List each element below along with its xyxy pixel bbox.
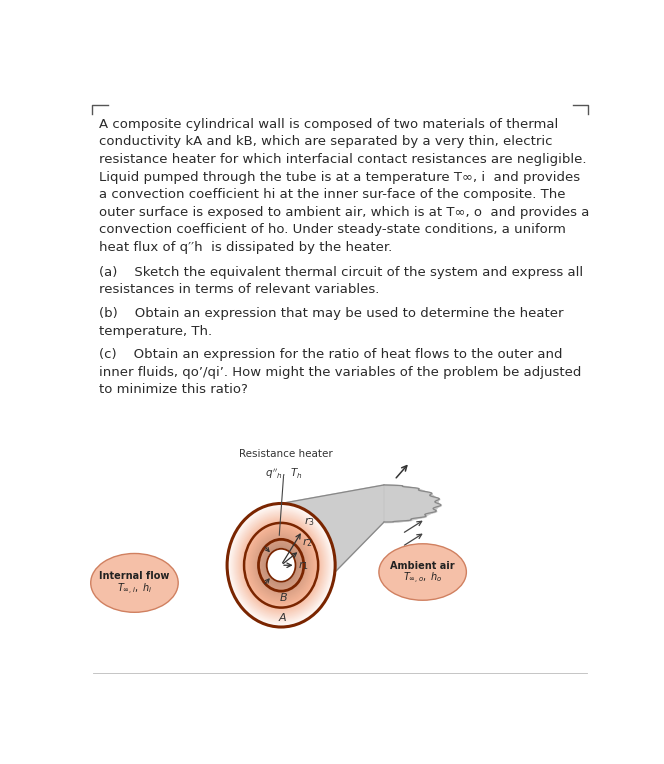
- Circle shape: [400, 550, 414, 566]
- Text: (b)    Obtain an expression that may be used to determine the heater: (b) Obtain an expression that may be use…: [100, 307, 564, 320]
- Circle shape: [235, 513, 327, 618]
- Ellipse shape: [91, 553, 178, 612]
- Circle shape: [432, 576, 444, 591]
- Ellipse shape: [379, 544, 466, 601]
- Circle shape: [246, 524, 317, 606]
- Circle shape: [113, 588, 125, 602]
- Text: a convection coefficient hi at the inner sur-face of the composite. The: a convection coefficient hi at the inner…: [100, 188, 566, 201]
- Text: $q''_h,\ T_h$: $q''_h,\ T_h$: [265, 467, 303, 481]
- Polygon shape: [281, 485, 438, 627]
- Circle shape: [234, 512, 328, 619]
- Ellipse shape: [383, 549, 462, 594]
- Text: $r_2$: $r_2$: [301, 536, 313, 549]
- Circle shape: [232, 510, 330, 621]
- Circle shape: [256, 536, 307, 594]
- Circle shape: [241, 520, 321, 610]
- Text: resistances in terms of relevant variables.: resistances in terms of relevant variabl…: [100, 283, 380, 296]
- Text: temperature, Th.: temperature, Th.: [100, 325, 212, 338]
- Circle shape: [248, 528, 314, 603]
- Circle shape: [401, 576, 414, 591]
- Circle shape: [417, 580, 428, 592]
- Circle shape: [243, 522, 319, 608]
- Text: Resistance heater: Resistance heater: [240, 448, 333, 458]
- Circle shape: [236, 514, 326, 617]
- Circle shape: [260, 542, 301, 589]
- Circle shape: [254, 534, 309, 597]
- Circle shape: [237, 515, 325, 615]
- Circle shape: [267, 549, 295, 581]
- Text: Internal flow: Internal flow: [100, 571, 169, 581]
- Text: inner fluids, qo’/qi’. How might the variables of the problem be adjusted: inner fluids, qo’/qi’. How might the var…: [100, 366, 582, 379]
- Circle shape: [244, 523, 318, 607]
- Circle shape: [252, 533, 309, 598]
- Text: A composite cylindrical wall is composed of two materials of thermal: A composite cylindrical wall is composed…: [100, 118, 558, 131]
- Text: A: A: [278, 613, 286, 623]
- Circle shape: [252, 531, 311, 599]
- Text: $r_1$: $r_1$: [297, 558, 308, 571]
- Circle shape: [263, 544, 299, 586]
- Text: B: B: [280, 593, 287, 604]
- Circle shape: [442, 566, 452, 578]
- Circle shape: [128, 559, 141, 574]
- Circle shape: [258, 539, 305, 592]
- Text: outer surface is exposed to ambient air, which is at T∞, o  and provides a: outer surface is exposed to ambient air,…: [100, 206, 590, 219]
- Circle shape: [233, 510, 329, 620]
- Circle shape: [129, 591, 140, 604]
- Circle shape: [393, 566, 404, 578]
- Text: heat flux of q′′h  is dissipated by the heater.: heat flux of q′′h is dissipated by the h…: [100, 241, 392, 254]
- Text: to minimize this ratio?: to minimize this ratio?: [100, 384, 248, 397]
- Circle shape: [230, 507, 332, 623]
- Circle shape: [264, 545, 299, 585]
- Circle shape: [266, 548, 297, 583]
- Circle shape: [228, 505, 334, 626]
- Text: conductivity kA and kB, which are separated by a very thin, electric: conductivity kA and kB, which are separa…: [100, 135, 553, 148]
- Circle shape: [248, 526, 315, 604]
- Text: resistance heater for which interfacial contact resistances are negligible.: resistance heater for which interfacial …: [100, 153, 587, 166]
- Circle shape: [239, 517, 323, 613]
- Circle shape: [231, 508, 331, 623]
- Circle shape: [250, 529, 313, 601]
- Text: (a)    Sketch the equivalent thermal circuit of the system and express all: (a) Sketch the equivalent thermal circui…: [100, 266, 584, 279]
- Circle shape: [240, 519, 322, 612]
- Circle shape: [262, 543, 301, 588]
- Text: $T_{\infty,i},\ h_i$: $T_{\infty,i},\ h_i$: [117, 582, 152, 597]
- Text: Liquid pumped through the tube is at a temperature T∞, i  and provides: Liquid pumped through the tube is at a t…: [100, 170, 580, 183]
- Circle shape: [250, 530, 312, 601]
- Circle shape: [265, 546, 297, 584]
- Circle shape: [105, 576, 116, 589]
- Circle shape: [153, 576, 164, 589]
- Text: (c)    Obtain an expression for the ratio of heat flows to the outer and: (c) Obtain an expression for the ratio o…: [100, 348, 563, 361]
- Text: convection coefficient of ho. Under steady-state conditions, a uniform: convection coefficient of ho. Under stea…: [100, 223, 566, 236]
- Circle shape: [260, 541, 303, 590]
- Circle shape: [229, 506, 333, 625]
- Text: $r_3$: $r_3$: [304, 516, 315, 528]
- Circle shape: [256, 537, 305, 594]
- Circle shape: [143, 588, 156, 602]
- Circle shape: [143, 560, 157, 576]
- Circle shape: [267, 549, 295, 581]
- Circle shape: [416, 549, 429, 564]
- Circle shape: [242, 521, 320, 610]
- Circle shape: [254, 535, 307, 596]
- Circle shape: [238, 516, 324, 614]
- Text: $T_{\infty,o},\ h_o$: $T_{\infty,o},\ h_o$: [403, 571, 442, 586]
- Circle shape: [431, 550, 445, 566]
- Circle shape: [246, 526, 316, 605]
- Circle shape: [258, 539, 303, 591]
- Circle shape: [227, 503, 335, 627]
- Ellipse shape: [95, 559, 174, 607]
- Text: Ambient air: Ambient air: [390, 561, 455, 571]
- Circle shape: [112, 560, 126, 576]
